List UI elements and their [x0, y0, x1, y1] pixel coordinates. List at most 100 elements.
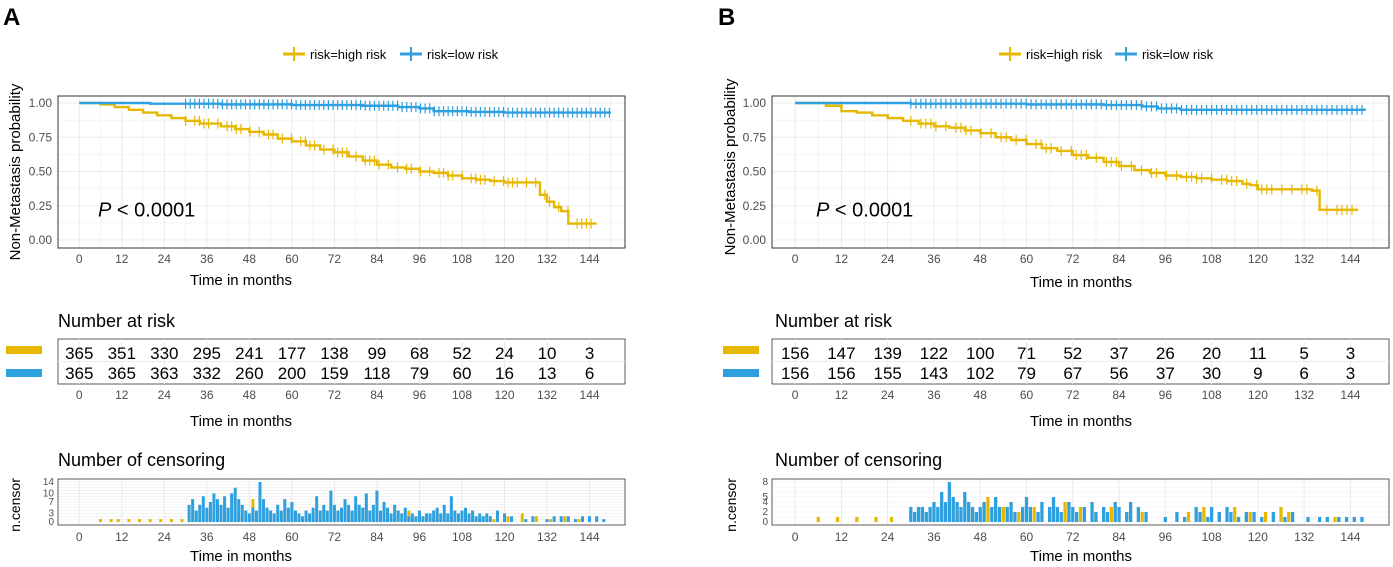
censor-xtick: 84 — [370, 530, 384, 544]
censor-bar-low — [382, 502, 386, 522]
km-xtick: 120 — [1248, 252, 1268, 266]
risk-xlabel-b: Time in months — [1030, 413, 1132, 430]
censor-bar-low — [240, 504, 244, 522]
censor-bar-high — [1001, 507, 1006, 522]
censor-bar-high — [99, 519, 103, 522]
censor-bar-high — [563, 516, 567, 522]
p-value-symbol: P — [816, 200, 830, 222]
censor-xtick: 108 — [1202, 530, 1222, 544]
risk-xtick: 12 — [835, 388, 849, 402]
censor-bar-low — [464, 507, 468, 522]
risk-count-low: 260 — [235, 364, 263, 383]
risk-swatch-high-b — [723, 346, 759, 354]
censor-panel-border — [57, 478, 626, 526]
km-xtick: 132 — [537, 252, 557, 266]
km-ytick: 0.50 — [29, 165, 53, 179]
censor-bar-high — [1140, 512, 1144, 522]
censor-bar-high — [1078, 507, 1083, 522]
panel-label-b: B — [718, 4, 735, 31]
km-xtick: 24 — [158, 252, 172, 266]
censor-bar-low — [350, 510, 354, 522]
censor-bar-low — [453, 510, 457, 522]
censor-bar-low — [308, 513, 312, 522]
risk-count-low: 79 — [410, 364, 429, 383]
censor-bar-low — [1175, 512, 1179, 522]
censor-bar-low — [396, 510, 400, 522]
censor-bar-high — [1186, 512, 1191, 522]
censor-bar-low — [446, 513, 450, 522]
censor-xtick: 12 — [835, 530, 849, 544]
risk-count-low: 159 — [320, 364, 348, 383]
p-value-annotation: P < 0.0001 — [98, 200, 195, 222]
censor-bar-low — [1317, 517, 1322, 522]
censor-bar-high — [889, 517, 894, 522]
censor-xtick: 84 — [1112, 530, 1126, 544]
censor-bar-low — [247, 513, 251, 522]
censor-bar-low — [432, 510, 436, 522]
censor-bar-low — [951, 497, 955, 522]
risk-xtick: 120 — [1248, 388, 1268, 402]
censor-bar-low — [1055, 507, 1060, 522]
censor-bar-low — [474, 516, 478, 522]
censor-bar-low — [1194, 507, 1198, 522]
censor-bar-low — [318, 510, 322, 522]
censor-bar-low — [920, 507, 925, 522]
risk-xtick: 48 — [243, 388, 257, 402]
risk-xtick: 36 — [200, 388, 214, 402]
censor-bar-low — [471, 510, 475, 522]
censor-xtick: 48 — [243, 530, 257, 544]
censor-bar-low — [1040, 502, 1044, 522]
risk-count-low: 3 — [1346, 364, 1355, 383]
risk-count-low: 6 — [585, 364, 594, 383]
censor-bar-high — [1109, 507, 1113, 522]
km-ylabel-b: Non-Metastasis probability — [722, 78, 739, 255]
risk-count-high: 10 — [538, 344, 557, 363]
censor-bar-low — [1048, 507, 1052, 522]
censor-ytick: 10 — [43, 488, 55, 499]
km-xtick: 108 — [1202, 252, 1222, 266]
censor-bar-low — [325, 510, 329, 522]
km-ytick: 0.00 — [29, 233, 53, 247]
km-xtick: 36 — [200, 252, 214, 266]
censor-bar-high — [1202, 507, 1206, 522]
censor-bar-low — [357, 504, 361, 522]
censor-bar-low — [205, 507, 209, 522]
censor-bar-low — [1209, 507, 1214, 522]
censor-bar-low — [403, 507, 407, 522]
km-xtick: 120 — [494, 252, 514, 266]
km-xtick: 48 — [974, 252, 988, 266]
censor-bar-low — [909, 507, 913, 522]
censor-bar-low — [223, 496, 227, 522]
risk-count-high: 138 — [320, 344, 348, 363]
risk-xtick: 36 — [927, 388, 941, 402]
risk-xlabel-a: Time in months — [190, 413, 292, 430]
km-panel-border — [771, 95, 1390, 249]
censor-bar-low — [1260, 517, 1264, 522]
risk-count-high: 5 — [1299, 344, 1308, 363]
censor-bar-low — [1271, 512, 1275, 522]
censor-bar-low — [924, 512, 928, 522]
risk-xtick: 132 — [537, 388, 557, 402]
risk-count-low: 9 — [1253, 364, 1262, 383]
panel-b: B risk=high risk risk=low risk Non-Metas… — [718, 4, 1390, 565]
risk-count-high: 139 — [874, 344, 902, 363]
risk-count-low: 30 — [1202, 364, 1221, 383]
risk-xtick: 144 — [1340, 388, 1360, 402]
censor-bar-high — [1333, 517, 1337, 522]
censor-bar-low — [254, 510, 258, 522]
km-xtick: 84 — [1112, 252, 1126, 266]
censor-bar-low — [378, 510, 382, 522]
censor-bar-low — [1283, 517, 1287, 522]
censor-bar-low — [947, 482, 952, 522]
km-panel-border — [57, 95, 626, 249]
risk-count-low: 6 — [1299, 364, 1308, 383]
censor-xtick: 36 — [927, 530, 941, 544]
censor-bar-low — [1013, 512, 1017, 522]
risk-count-high: 99 — [367, 344, 386, 363]
risk-count-low: 365 — [108, 364, 136, 383]
legend-label-low-b: risk=low risk — [1142, 47, 1214, 62]
censor-bar-low — [963, 492, 967, 522]
km-plot-b: 0.00 0.25 0.50 0.75 1.00 0 12 24 36 48 60 72 84 96 108… — [743, 95, 1390, 266]
km-xtick: 48 — [243, 252, 257, 266]
censor-bar-high — [109, 519, 113, 522]
